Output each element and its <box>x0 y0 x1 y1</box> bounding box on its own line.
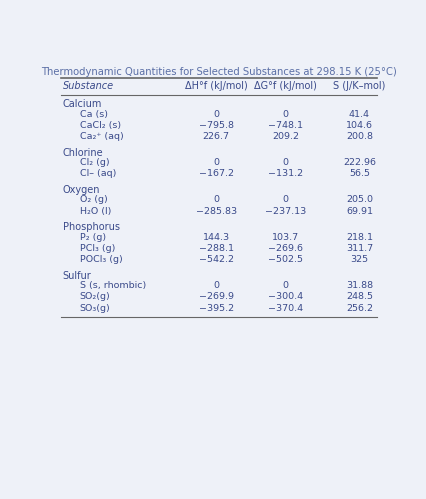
Text: 144.3: 144.3 <box>202 233 229 242</box>
Text: 0: 0 <box>213 281 219 290</box>
Text: CaCl₂ (s): CaCl₂ (s) <box>80 121 121 130</box>
Text: −288.1: −288.1 <box>198 244 233 253</box>
Text: 226.7: 226.7 <box>202 132 229 141</box>
Text: 311.7: 311.7 <box>345 244 372 253</box>
Text: 209.2: 209.2 <box>272 132 299 141</box>
Text: 0: 0 <box>282 281 288 290</box>
Text: Calcium: Calcium <box>63 99 102 109</box>
Text: 0: 0 <box>282 196 288 205</box>
Text: 0: 0 <box>213 158 219 167</box>
Text: 0: 0 <box>282 158 288 167</box>
Text: Sulfur: Sulfur <box>63 271 91 281</box>
Text: 205.0: 205.0 <box>345 196 372 205</box>
Text: 0: 0 <box>213 110 219 119</box>
Text: −269.9: −269.9 <box>198 292 233 301</box>
Text: −748.1: −748.1 <box>268 121 302 130</box>
Text: Cl– (aq): Cl– (aq) <box>80 169 116 178</box>
Text: Substance: Substance <box>63 81 114 91</box>
Text: −502.5: −502.5 <box>268 255 302 264</box>
Text: 69.91: 69.91 <box>345 207 372 216</box>
Text: 0: 0 <box>213 196 219 205</box>
Text: 248.5: 248.5 <box>345 292 372 301</box>
Text: −237.13: −237.13 <box>265 207 306 216</box>
Text: Phosphorus: Phosphorus <box>63 223 119 233</box>
Text: Ca₂⁺ (aq): Ca₂⁺ (aq) <box>80 132 123 141</box>
Text: P₂ (g): P₂ (g) <box>80 233 106 242</box>
Text: ΔH°f (kJ/mol): ΔH°f (kJ/mol) <box>184 81 247 91</box>
Text: −300.4: −300.4 <box>268 292 303 301</box>
Text: 103.7: 103.7 <box>272 233 299 242</box>
Text: −542.2: −542.2 <box>198 255 233 264</box>
Text: Cl₂ (g): Cl₂ (g) <box>80 158 109 167</box>
Text: Thermodynamic Quantities for Selected Substances at 298.15 K (25°C): Thermodynamic Quantities for Selected Su… <box>41 67 396 77</box>
Text: Oxygen: Oxygen <box>63 185 100 195</box>
Text: −795.8: −795.8 <box>198 121 233 130</box>
Text: PCl₃ (g): PCl₃ (g) <box>80 244 115 253</box>
Text: −167.2: −167.2 <box>198 169 233 178</box>
Text: 104.6: 104.6 <box>345 121 372 130</box>
Text: O₂ (g): O₂ (g) <box>80 196 107 205</box>
Text: 222.96: 222.96 <box>342 158 375 167</box>
Text: −395.2: −395.2 <box>198 303 233 312</box>
Text: POCl₃ (g): POCl₃ (g) <box>80 255 122 264</box>
Text: 218.1: 218.1 <box>345 233 372 242</box>
Text: H₂O (l): H₂O (l) <box>80 207 111 216</box>
Text: 200.8: 200.8 <box>345 132 372 141</box>
Text: 256.2: 256.2 <box>345 303 372 312</box>
Text: SO₃(g): SO₃(g) <box>80 303 110 312</box>
Text: S (J/K–mol): S (J/K–mol) <box>333 81 385 91</box>
Text: −370.4: −370.4 <box>268 303 303 312</box>
Text: 41.4: 41.4 <box>348 110 369 119</box>
Text: 0: 0 <box>282 110 288 119</box>
Text: 31.88: 31.88 <box>345 281 372 290</box>
Text: 56.5: 56.5 <box>348 169 369 178</box>
Text: Chlorine: Chlorine <box>63 148 103 158</box>
Text: 325: 325 <box>350 255 368 264</box>
Text: S (s, rhombic): S (s, rhombic) <box>80 281 146 290</box>
Text: SO₂(g): SO₂(g) <box>80 292 110 301</box>
Text: Ca (s): Ca (s) <box>80 110 107 119</box>
Text: −285.83: −285.83 <box>195 207 236 216</box>
Text: −269.6: −269.6 <box>268 244 302 253</box>
Text: −131.2: −131.2 <box>268 169 303 178</box>
Text: ΔG°f (kJ/mol): ΔG°f (kJ/mol) <box>254 81 317 91</box>
